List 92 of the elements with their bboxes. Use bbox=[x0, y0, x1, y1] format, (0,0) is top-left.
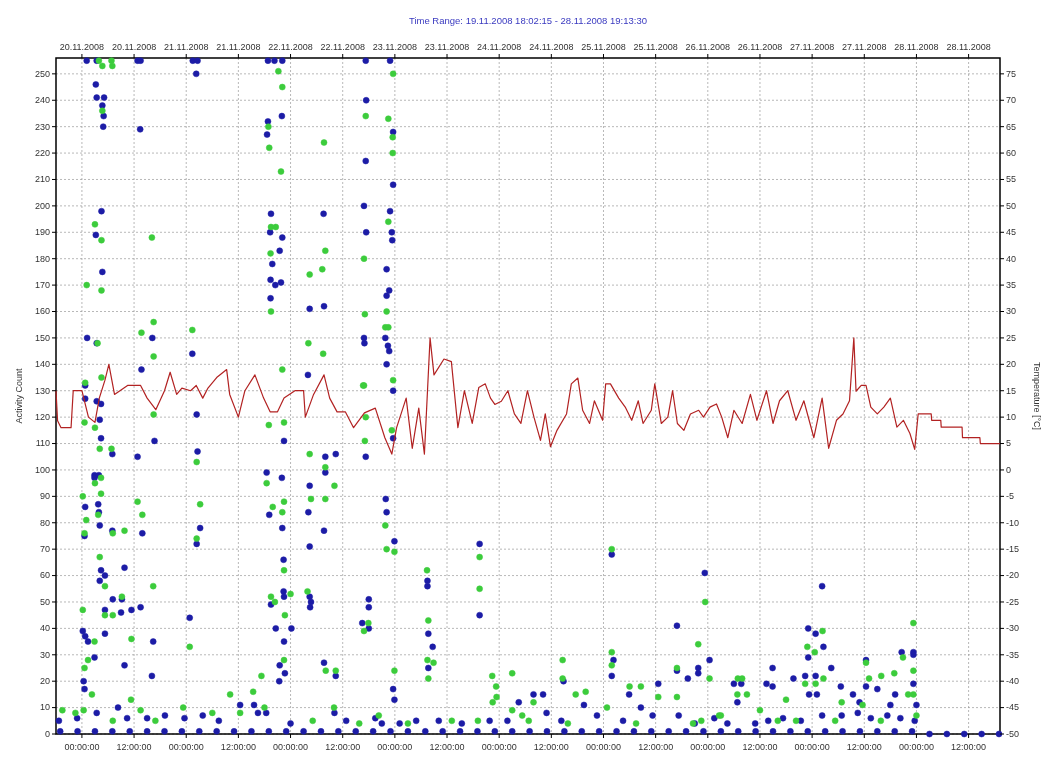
y-tick-label: 210 bbox=[34, 174, 50, 185]
y-tick-label: 250 bbox=[34, 68, 50, 79]
x-tick-label: 00:00:00 bbox=[794, 742, 830, 752]
line-series bbox=[55, 337, 1001, 455]
x-tick-label: 12:00:00 bbox=[742, 742, 778, 752]
x2-tick-label: 20.11.2008 bbox=[59, 42, 105, 52]
y-tick-label: 10 bbox=[39, 702, 50, 713]
y-tick-label: 240 bbox=[34, 95, 50, 106]
y-tick-label: 130 bbox=[34, 385, 50, 396]
x-tick-label: 00:00:00 bbox=[168, 742, 204, 752]
x2-tick-label: 26.11.2008 bbox=[737, 42, 783, 52]
y-tick-label: 190 bbox=[34, 227, 50, 238]
chart-title: Time Range: 19.11.2008 18:02:15 - 28.11.2008 19:13:30 bbox=[408, 15, 648, 26]
y-tick-label: 180 bbox=[34, 253, 50, 264]
y-tick-label: 20 bbox=[39, 676, 50, 687]
y-tick-label: 160 bbox=[34, 306, 50, 317]
y2-tick-label: -40 bbox=[1006, 676, 1020, 687]
y-tick-label: 0 bbox=[44, 728, 50, 739]
x2-tick-label: 28.11.2008 bbox=[946, 42, 991, 52]
y2-tick-label: 10 bbox=[1006, 412, 1017, 423]
x2-tick-label: 24.11.2008 bbox=[529, 42, 574, 52]
y2-tick-label: -50 bbox=[1006, 728, 1020, 739]
x-tick-label: 12:00:00 bbox=[429, 742, 465, 752]
x2-tick-label: 27.11.2008 bbox=[789, 42, 835, 52]
x2-tick-label: 27.11.2008 bbox=[842, 42, 887, 52]
y-axis-title: Activity Count bbox=[14, 368, 24, 424]
y2-tick-label: 15 bbox=[1006, 385, 1017, 396]
y2-tick-label: 40 bbox=[1006, 253, 1017, 264]
x2-tick-label: 28.11.2008 bbox=[894, 42, 939, 52]
y2-tick-label: 60 bbox=[1006, 147, 1017, 158]
y-tick-label: 120 bbox=[34, 412, 50, 423]
x2-tick-label: 22.11.2008 bbox=[320, 42, 365, 52]
x2-tick-label: 21.11.2008 bbox=[216, 42, 261, 52]
y2-tick-label: -45 bbox=[1006, 702, 1020, 713]
y2-tick-label: -15 bbox=[1006, 544, 1020, 555]
y-tick-label: 50 bbox=[39, 596, 50, 607]
y-tick-label: 30 bbox=[39, 649, 50, 660]
y2-tick-label: -5 bbox=[1006, 491, 1015, 502]
x-tick-label: 12:00:00 bbox=[951, 742, 987, 752]
x2-tick-label: 26.11.2008 bbox=[685, 42, 730, 52]
x-tick-label: 12:00:00 bbox=[846, 742, 882, 752]
x-tick-label: 00:00:00 bbox=[585, 742, 622, 752]
x-tick-label: 00:00:00 bbox=[64, 742, 100, 752]
y-tick-label: 200 bbox=[34, 200, 50, 211]
x2-tick-label: 25.11.2008 bbox=[633, 42, 678, 52]
x-tick-label: 00:00:00 bbox=[898, 742, 934, 752]
y-tick-label: 80 bbox=[39, 517, 50, 528]
x-tick-label: 00:00:00 bbox=[377, 742, 413, 752]
y2-tick-label: 30 bbox=[1006, 306, 1017, 317]
y-tick-label: 140 bbox=[34, 359, 50, 370]
x2-tick-label: 25.11.2008 bbox=[581, 42, 626, 52]
x2-tick-label: 24.11.2008 bbox=[476, 42, 522, 52]
x-tick-label: 00:00:00 bbox=[273, 742, 309, 752]
x2-tick-label: 23.11.2008 bbox=[424, 42, 470, 52]
y2-tick-label: -35 bbox=[1006, 649, 1020, 660]
y-tick-label: 170 bbox=[34, 279, 50, 290]
x-tick-label: 12:00:00 bbox=[220, 742, 256, 752]
x-tick-label: 00:00:00 bbox=[481, 742, 517, 752]
x-tick-label: 12:00:00 bbox=[116, 742, 152, 752]
x-tick-label: 12:00:00 bbox=[325, 742, 361, 752]
y-tick-label: 60 bbox=[39, 570, 50, 581]
y2-tick-label: 45 bbox=[1006, 227, 1017, 238]
x2-tick-label: 22.11.2008 bbox=[268, 42, 313, 52]
y2-tick-label: -25 bbox=[1006, 596, 1020, 607]
y2-axis-title: Temperature [°C] bbox=[1032, 361, 1042, 431]
y-tick-label: 230 bbox=[34, 121, 50, 132]
y2-tick-label: 35 bbox=[1006, 279, 1017, 290]
y2-tick-label: 0 bbox=[1006, 464, 1012, 475]
y2-tick-label: 65 bbox=[1006, 121, 1017, 132]
y2-tick-label: 25 bbox=[1006, 332, 1017, 343]
x2-tick-label: 20.11.2008 bbox=[111, 42, 157, 52]
y2-tick-label: 5 bbox=[1006, 438, 1012, 449]
y2-tick-label: -10 bbox=[1006, 517, 1020, 528]
y-tick-label: 70 bbox=[39, 544, 50, 555]
x2-tick-label: 21.11.2008 bbox=[164, 42, 209, 52]
y2-tick-label: 75 bbox=[1006, 68, 1017, 79]
y2-tick-label: 55 bbox=[1006, 174, 1017, 185]
x-tick-label: 12:00:00 bbox=[533, 742, 569, 752]
y2-tick-label: -30 bbox=[1006, 623, 1020, 634]
y2-tick-label: 50 bbox=[1006, 200, 1017, 211]
x2-tick-label: 23.11.2008 bbox=[372, 42, 418, 52]
x-tick-label: 00:00:00 bbox=[690, 742, 726, 752]
y-tick-label: 40 bbox=[39, 623, 50, 634]
y-tick-label: 220 bbox=[34, 147, 50, 158]
y-tick-label: 100 bbox=[34, 464, 50, 475]
x-tick-label: 12:00:00 bbox=[638, 742, 674, 752]
y-tick-label: 90 bbox=[39, 491, 50, 502]
y2-tick-label: 70 bbox=[1006, 95, 1017, 106]
y2-tick-label: -20 bbox=[1006, 570, 1020, 581]
y-tick-label: 150 bbox=[34, 332, 50, 343]
y2-tick-label: 20 bbox=[1006, 359, 1017, 370]
y-tick-label: 110 bbox=[35, 438, 50, 449]
